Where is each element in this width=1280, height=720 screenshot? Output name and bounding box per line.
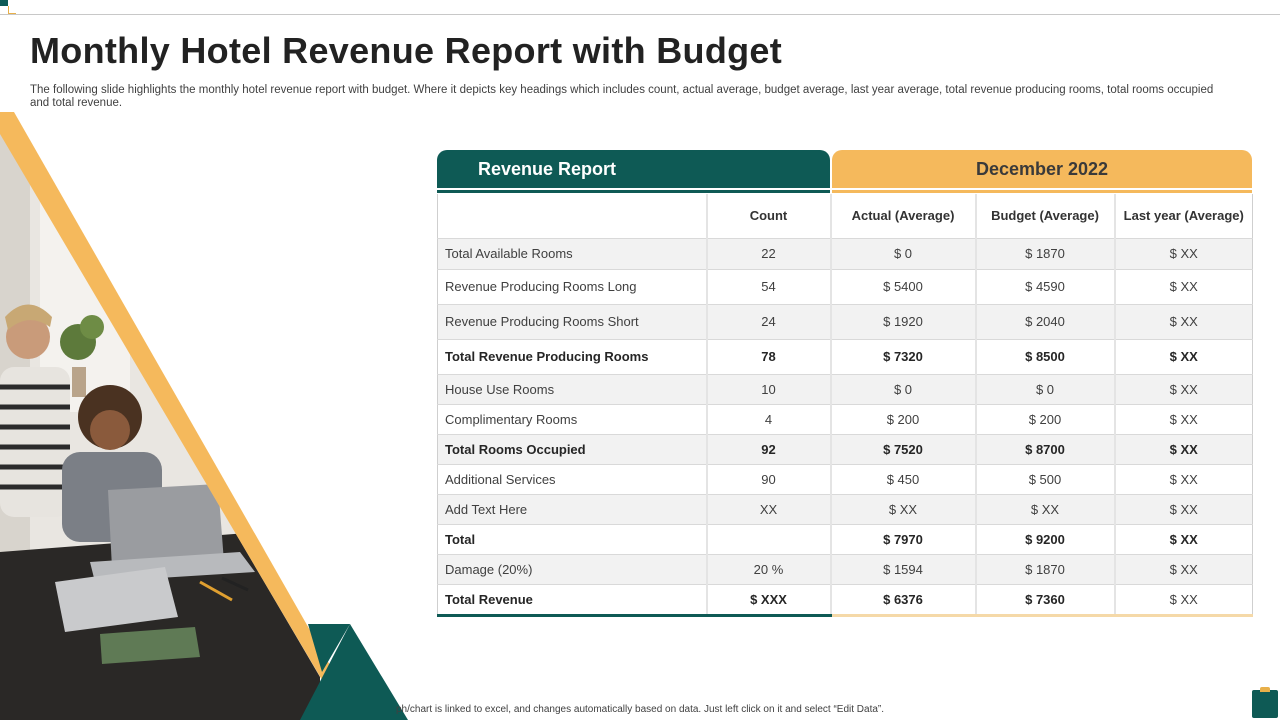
row-actual: $ 200 <box>829 404 976 435</box>
row-budget: $ 7360 <box>974 584 1115 617</box>
row-budget: $ 200 <box>974 404 1115 435</box>
row-label: Revenue Producing Rooms Short <box>437 304 707 340</box>
row-last-year: $ XX <box>1113 494 1253 525</box>
row-last-year: $ XX <box>1113 238 1253 270</box>
col-header-budget: Budget (Average) <box>974 194 1115 239</box>
col-header-count: Count <box>705 194 831 239</box>
row-label: Total Revenue <box>437 584 707 617</box>
row-label: Additional Services <box>437 464 707 495</box>
row-label: Total Available Rooms <box>437 238 707 270</box>
row-last-year: $ XX <box>1113 524 1253 555</box>
row-last-year: $ XX <box>1113 464 1253 495</box>
office-photo <box>0 112 408 720</box>
revenue-table: Revenue Report December 2022 Count Actua… <box>437 150 1253 617</box>
row-actual: $ 7520 <box>829 434 976 465</box>
table-row: Total Revenue $ XXX $ 6376 $ 7360 $ XX <box>437 584 1253 617</box>
row-actual: $ XX <box>829 494 976 525</box>
table-row: Complimentary Rooms 4 $ 200 $ 200 $ XX <box>437 404 1253 435</box>
row-count: 54 <box>705 269 831 305</box>
row-actual: $ 0 <box>829 238 976 270</box>
row-count: 90 <box>705 464 831 495</box>
row-actual: $ 6376 <box>829 584 976 617</box>
row-budget: $ 8500 <box>974 339 1115 375</box>
col-header-label <box>437 194 707 239</box>
table-row: Revenue Producing Rooms Long 54 $ 5400 $… <box>437 269 1253 305</box>
row-last-year: $ XX <box>1113 304 1253 340</box>
table-row: Damage (20%) 20 % $ 1594 $ 1870 $ XX <box>437 554 1253 585</box>
row-count: 4 <box>705 404 831 435</box>
row-last-year: $ XX <box>1113 269 1253 305</box>
row-last-year: $ XX <box>1113 434 1253 465</box>
row-count: 20 % <box>705 554 831 585</box>
row-actual: $ 1594 <box>829 554 976 585</box>
table-row: Revenue Producing Rooms Short 24 $ 1920 … <box>437 304 1253 340</box>
row-label: Revenue Producing Rooms Long <box>437 269 707 305</box>
corner-logo-mark <box>0 0 18 14</box>
row-label: Total Revenue Producing Rooms <box>437 339 707 375</box>
row-count: $ XXX <box>705 584 831 617</box>
table-row: Total Revenue Producing Rooms 78 $ 7320 … <box>437 339 1253 375</box>
row-label: Add Text Here <box>437 494 707 525</box>
table-header-row: Count Actual (Average) Budget (Average) … <box>437 194 1253 239</box>
footnote: ph/chart is linked to excel, and changes… <box>396 704 885 715</box>
table-row: House Use Rooms 10 $ 0 $ 0 $ XX <box>437 374 1253 405</box>
row-actual: $ 7320 <box>829 339 976 375</box>
row-actual: $ 450 <box>829 464 976 495</box>
row-last-year: $ XX <box>1113 554 1253 585</box>
row-count: 78 <box>705 339 831 375</box>
row-last-year: $ XX <box>1113 339 1253 375</box>
row-actual: $ 1920 <box>829 304 976 340</box>
row-count: XX <box>705 494 831 525</box>
row-label: Damage (20%) <box>437 554 707 585</box>
row-budget: $ 500 <box>974 464 1115 495</box>
row-budget: $ 1870 <box>974 554 1115 585</box>
col-header-actual: Actual (Average) <box>829 194 976 239</box>
row-budget: $ 8700 <box>974 434 1115 465</box>
table-row: Total $ 7970 $ 9200 $ XX <box>437 524 1253 555</box>
row-last-year: $ XX <box>1113 404 1253 435</box>
page-title: Monthly Hotel Revenue Report with Budget <box>30 30 783 71</box>
table-row: Additional Services 90 $ 450 $ 500 $ XX <box>437 464 1253 495</box>
revenue-data-table: Count Actual (Average) Budget (Average) … <box>437 194 1253 617</box>
row-budget: $ 0 <box>974 374 1115 405</box>
row-count: 92 <box>705 434 831 465</box>
row-budget: $ XX <box>974 494 1115 525</box>
row-count: 10 <box>705 374 831 405</box>
col-header-last-year: Last year (Average) <box>1113 194 1253 239</box>
row-label: Complimentary Rooms <box>437 404 707 435</box>
row-actual: $ 7970 <box>829 524 976 555</box>
period-header: December 2022 <box>832 150 1252 188</box>
revenue-report-header: Revenue Report <box>437 150 830 188</box>
row-count: 22 <box>705 238 831 270</box>
top-divider <box>0 14 1280 15</box>
row-budget: $ 1870 <box>974 238 1115 270</box>
row-label: Total Rooms Occupied <box>437 434 707 465</box>
row-count <box>705 524 831 555</box>
row-budget: $ 2040 <box>974 304 1115 340</box>
row-last-year: $ XX <box>1113 374 1253 405</box>
row-last-year: $ XX <box>1113 584 1253 617</box>
row-count: 24 <box>705 304 831 340</box>
row-label: Total <box>437 524 707 555</box>
table-row: Total Rooms Occupied 92 $ 7520 $ 8700 $ … <box>437 434 1253 465</box>
row-actual: $ 0 <box>829 374 976 405</box>
page-subtitle: The following slide highlights the month… <box>30 84 1214 109</box>
table-row: Total Available Rooms 22 $ 0 $ 1870 $ XX <box>437 238 1253 270</box>
row-budget: $ 4590 <box>974 269 1115 305</box>
row-label: House Use Rooms <box>437 374 707 405</box>
row-budget: $ 9200 <box>974 524 1115 555</box>
row-actual: $ 5400 <box>829 269 976 305</box>
table-row: Add Text Here XX $ XX $ XX $ XX <box>437 494 1253 525</box>
corner-badge-icon <box>1252 687 1278 718</box>
